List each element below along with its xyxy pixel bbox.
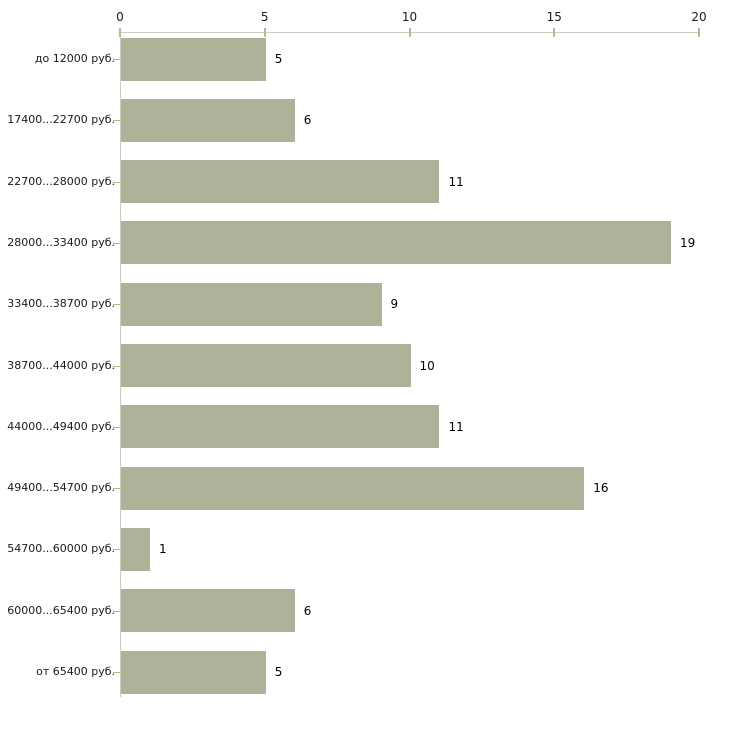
x-axis-tick-label: 10 — [401, 10, 418, 24]
bar — [121, 466, 585, 510]
category-label: 38700...44000 руб. — [7, 358, 115, 372]
x-axis-tick — [698, 28, 700, 37]
x-axis-tick-label: 20 — [691, 10, 707, 24]
bar — [121, 589, 295, 633]
category-label: 33400...38700 руб. — [7, 297, 115, 311]
category-label: до 12000 руб. — [34, 52, 115, 65]
value-label: 19 — [680, 235, 696, 250]
value-label: 6 — [303, 603, 312, 618]
category-label: 17400...22700 руб. — [7, 113, 115, 127]
x-axis-tick-label: 15 — [546, 10, 562, 24]
x-axis-tick — [408, 28, 411, 37]
x-axis-tick — [263, 28, 266, 37]
value-label: 6 — [303, 113, 312, 128]
x-axis-tick-label: 5 — [260, 10, 269, 24]
category-tick — [113, 549, 120, 550]
category-label: 54700...60000 руб. — [7, 542, 115, 556]
bar — [121, 527, 150, 571]
category-label: 49400...54700 руб. — [7, 481, 115, 495]
category-tick — [113, 120, 120, 121]
value-label: 9 — [390, 297, 399, 312]
value-label: 11 — [448, 419, 464, 434]
x-axis-tick-label: 0 — [116, 10, 124, 24]
value-label: 16 — [593, 481, 609, 496]
category-tick — [113, 182, 120, 183]
category-tick — [113, 672, 120, 673]
y-axis-line — [120, 32, 121, 697]
value-label: 10 — [419, 358, 435, 373]
value-label: 1 — [158, 542, 167, 557]
bar — [121, 160, 440, 204]
value-label: 5 — [274, 52, 283, 66]
category-label: 60000...65400 руб. — [7, 603, 115, 617]
x-axis-tick — [553, 28, 556, 37]
bar — [121, 405, 440, 449]
bar — [121, 221, 672, 265]
category-tick — [113, 611, 120, 612]
category-label: 28000...33400 руб. — [7, 235, 115, 249]
category-label: 22700...28000 руб. — [7, 174, 115, 188]
x-axis-tick — [119, 28, 121, 37]
value-label: 11 — [448, 174, 464, 189]
bar — [121, 282, 382, 326]
bar — [121, 37, 266, 81]
bar — [121, 344, 411, 387]
category-label: 44000...49400 руб. — [7, 419, 115, 433]
category-tick — [113, 304, 120, 305]
bar — [121, 98, 295, 142]
category-tick — [113, 243, 120, 244]
category-tick — [113, 427, 120, 428]
category-tick — [113, 59, 120, 60]
category-tick — [113, 488, 120, 489]
value-label: 5 — [274, 665, 283, 679]
category-tick — [113, 366, 120, 367]
bar — [121, 650, 266, 694]
category-label: от 65400 руб. — [36, 665, 115, 678]
